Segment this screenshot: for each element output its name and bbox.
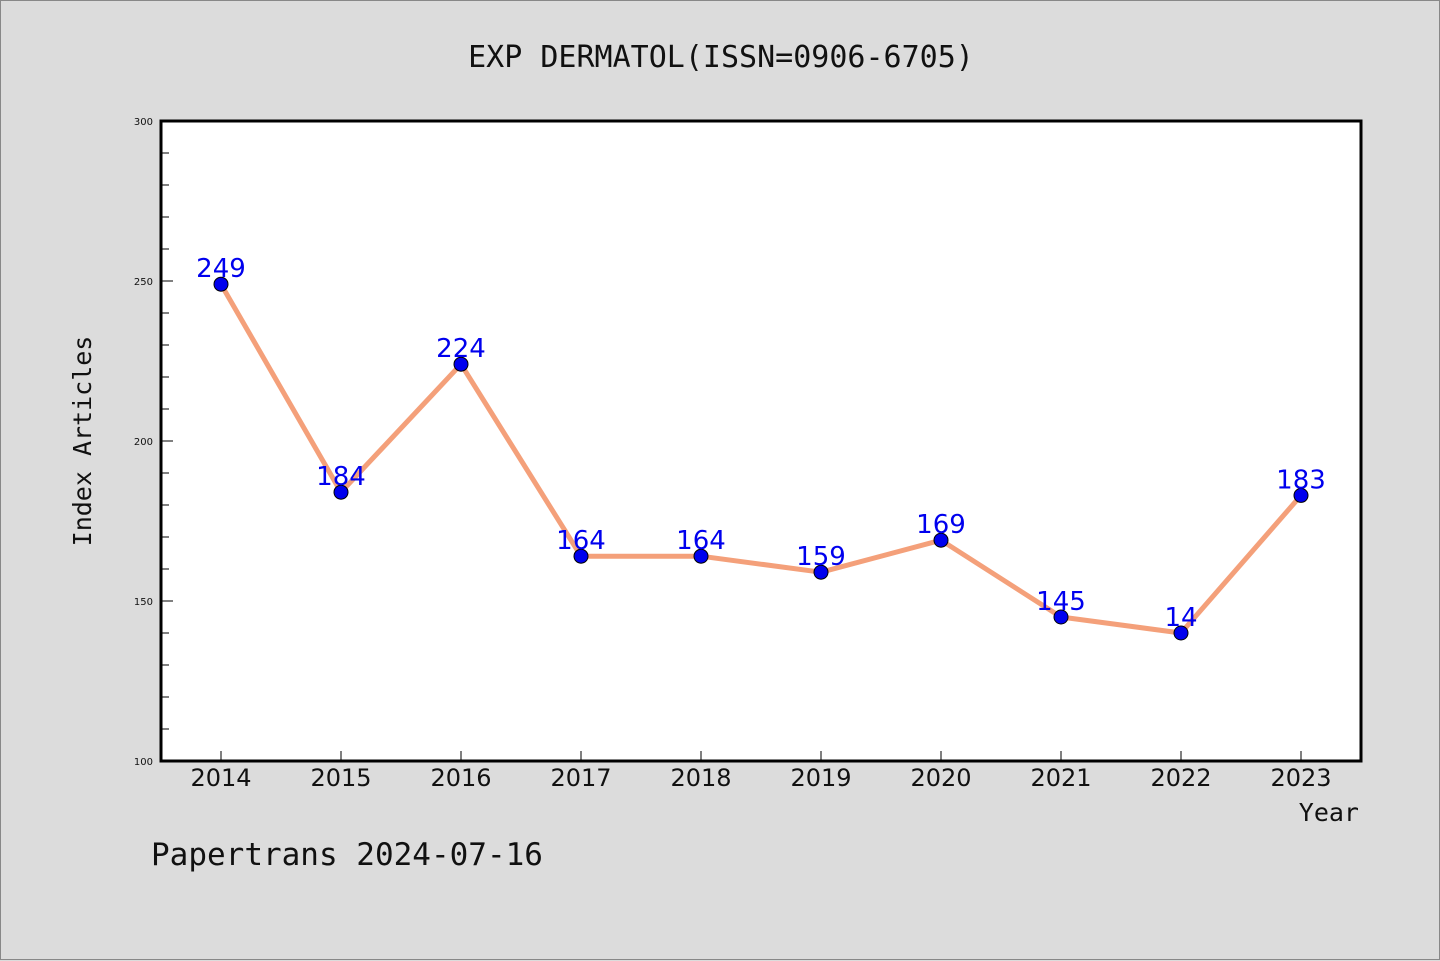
data-label: 249 xyxy=(196,254,246,284)
data-point xyxy=(333,484,349,500)
data-point xyxy=(1173,625,1189,641)
data-point xyxy=(1293,487,1309,503)
data-point xyxy=(813,564,829,580)
data-label: 159 xyxy=(796,542,846,572)
x-tick-label: 2016 xyxy=(430,764,491,792)
x-tick-label: 2018 xyxy=(670,764,731,792)
y-tick-label: 100 xyxy=(134,757,153,768)
data-point xyxy=(933,532,949,548)
y-tick-label: 300 xyxy=(134,117,153,128)
data-point xyxy=(1053,609,1069,625)
x-tick-label: 2020 xyxy=(910,764,971,792)
plot-border xyxy=(159,119,1363,763)
plot-area xyxy=(161,121,1361,761)
data-point xyxy=(693,548,709,564)
data-labels: 249 184 224 164 164 159 169 145 14 183 xyxy=(196,254,1326,633)
data-label: 164 xyxy=(556,526,606,556)
chart-title: EXP DERMATOL(ISSN=0906-6705) xyxy=(468,40,974,75)
data-label: 145 xyxy=(1036,587,1086,617)
x-axis-ticks: 2014 2015 2016 2017 2018 2019 2020 2021 2022 2023 xyxy=(190,751,1332,792)
data-label: 224 xyxy=(436,334,486,364)
x-tick-label: 2023 xyxy=(1270,764,1331,792)
x-tick-label: 2015 xyxy=(310,764,371,792)
data-point xyxy=(213,276,229,292)
y-tick-label: 150 xyxy=(134,597,153,608)
data-label: 184 xyxy=(316,462,366,492)
x-tick-label: 2021 xyxy=(1030,764,1091,792)
x-tick-label: 2022 xyxy=(1150,764,1211,792)
y-axis-label: Index Articles xyxy=(68,336,97,547)
x-tick-label: 2017 xyxy=(550,764,611,792)
data-point xyxy=(573,548,589,564)
data-label: 183 xyxy=(1276,465,1326,495)
y-tick-label: 200 xyxy=(134,437,153,448)
data-label: 14 xyxy=(1164,603,1197,633)
footer-watermark: Papertrans 2024-07-16 xyxy=(151,837,543,873)
x-tick-label: 2014 xyxy=(190,764,251,792)
data-points xyxy=(213,276,1309,641)
x-axis-label: Year xyxy=(1299,798,1359,827)
series-line xyxy=(218,282,1303,636)
x-tick-label: 2019 xyxy=(790,764,851,792)
data-label: 169 xyxy=(916,510,966,540)
y-tick-label: 250 xyxy=(134,277,153,288)
data-label: 164 xyxy=(676,526,726,556)
data-point xyxy=(453,356,469,372)
